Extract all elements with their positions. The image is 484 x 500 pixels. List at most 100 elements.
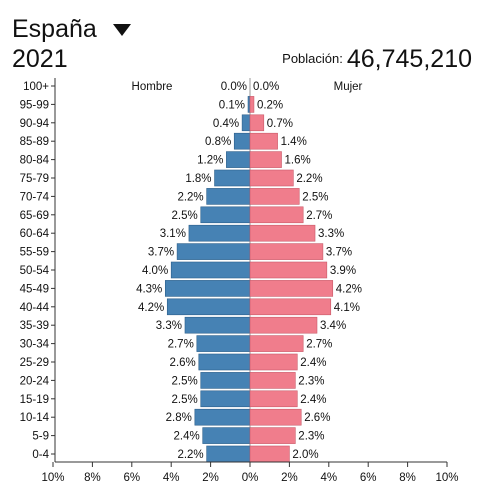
- age-group-label: 35-39: [20, 320, 49, 332]
- age-group-label: 45-49: [20, 283, 49, 295]
- male-bar: [206, 445, 251, 463]
- male-value-label: 3.3%: [156, 320, 182, 332]
- female-value-label: 0.2%: [257, 99, 283, 111]
- female-bar: [249, 298, 332, 316]
- male-bar: [170, 261, 251, 279]
- male-value-label: 3.1%: [160, 228, 186, 240]
- female-bar: [249, 427, 296, 444]
- female-value-label: 1.4%: [281, 136, 307, 148]
- male-bar: [206, 188, 251, 205]
- male-value-label: 2.2%: [177, 449, 203, 461]
- country-name: España: [12, 15, 97, 43]
- female-value-label: 2.3%: [298, 431, 324, 443]
- age-group-label: 5-9: [32, 431, 49, 443]
- female-bar: [249, 151, 282, 168]
- population-total: Población: 46,745,210: [282, 44, 472, 78]
- country-selector[interactable]: España: [12, 14, 132, 44]
- male-value-label: 4.0%: [142, 265, 168, 277]
- male-bar: [226, 151, 251, 168]
- population-value: 46,745,210: [346, 45, 472, 73]
- x-tick-label: 6%: [123, 472, 140, 484]
- age-group-label: 20-24: [20, 375, 50, 387]
- female-value-label: 2.4%: [300, 357, 326, 369]
- male-value-label: 1.2%: [197, 155, 223, 167]
- female-value-label: 3.7%: [326, 247, 352, 259]
- age-group-label: 40-44: [20, 302, 50, 314]
- male-bar: [200, 390, 251, 408]
- female-value-label: 3.3%: [318, 228, 344, 240]
- female-bar: [249, 96, 255, 113]
- age-group-label: 15-19: [20, 394, 49, 406]
- age-group-label: 85-89: [20, 136, 49, 148]
- female-value-label: 0.0%: [253, 81, 279, 93]
- male-bar: [241, 114, 251, 132]
- female-value-label: 2.3%: [298, 375, 324, 387]
- male-value-label: 2.8%: [166, 412, 192, 424]
- male-value-label: 4.3%: [136, 283, 162, 295]
- male-value-label: 2.7%: [168, 339, 194, 351]
- female-value-label: 0.7%: [267, 118, 293, 130]
- female-value-label: 4.2%: [336, 283, 362, 295]
- female-bar: [249, 243, 324, 260]
- male-bar: [233, 132, 251, 150]
- male-bar: [198, 353, 251, 371]
- female-value-label: 4.1%: [334, 302, 360, 314]
- male-bar: [166, 298, 251, 316]
- year-label: 2021: [12, 45, 68, 73]
- male-value-label: 2.5%: [172, 210, 198, 222]
- male-value-label: 2.2%: [177, 191, 203, 203]
- series-label-male: Hombre: [132, 81, 173, 93]
- x-tick-label: 8%: [84, 472, 101, 484]
- x-tick-label: 4%: [163, 472, 180, 484]
- age-group-label: 10-14: [20, 412, 50, 424]
- age-group-label: 90-94: [20, 118, 50, 130]
- female-bar: [249, 224, 316, 242]
- female-bar: [249, 280, 334, 297]
- age-group-label: 50-54: [20, 265, 50, 277]
- dropdown-triangle-icon[interactable]: [112, 23, 132, 37]
- age-group-label: 30-34: [20, 339, 50, 351]
- male-value-label: 2.4%: [174, 431, 200, 443]
- female-value-label: 2.5%: [302, 191, 328, 203]
- male-value-label: 1.8%: [185, 173, 211, 185]
- male-value-label: 2.6%: [170, 357, 196, 369]
- male-value-label: 2.5%: [172, 394, 198, 406]
- x-tick-label: 2%: [281, 472, 298, 484]
- age-group-label: 0-4: [32, 449, 49, 461]
- female-bar: [249, 169, 294, 187]
- x-tick-label: 10%: [41, 472, 64, 484]
- female-bar: [249, 445, 290, 463]
- female-bar: [249, 114, 265, 132]
- x-tick-label: 10%: [435, 472, 458, 484]
- age-group-label: 70-74: [20, 191, 50, 203]
- male-bar: [196, 335, 251, 352]
- female-value-label: 2.6%: [304, 412, 330, 424]
- female-value-label: 2.0%: [292, 449, 318, 461]
- x-tick-label: 2%: [202, 472, 219, 484]
- x-tick-label: 8%: [399, 472, 416, 484]
- female-bar: [249, 335, 304, 352]
- female-bar: [249, 390, 298, 408]
- female-value-label: 3.9%: [330, 265, 356, 277]
- population-label: Población:: [282, 51, 343, 66]
- male-bar: [188, 224, 251, 242]
- female-bar: [249, 372, 296, 389]
- female-value-label: 2.2%: [296, 173, 322, 185]
- female-value-label: 2.7%: [306, 210, 332, 222]
- age-group-label: 25-29: [20, 357, 49, 369]
- x-tick-label: 4%: [320, 472, 337, 484]
- age-group-label: 60-64: [20, 228, 50, 240]
- male-bar: [164, 280, 251, 297]
- male-bar: [214, 169, 251, 187]
- male-value-label: 0.8%: [205, 136, 231, 148]
- female-value-label: 3.4%: [320, 320, 346, 332]
- male-value-label: 3.7%: [148, 247, 174, 259]
- male-bar: [202, 427, 251, 444]
- male-bar: [194, 408, 251, 426]
- age-group-label: 100+: [23, 81, 49, 93]
- x-tick-label: 0%: [242, 472, 259, 484]
- x-tick-label: 6%: [360, 472, 377, 484]
- female-bar: [249, 408, 302, 426]
- female-value-label: 1.6%: [285, 155, 311, 167]
